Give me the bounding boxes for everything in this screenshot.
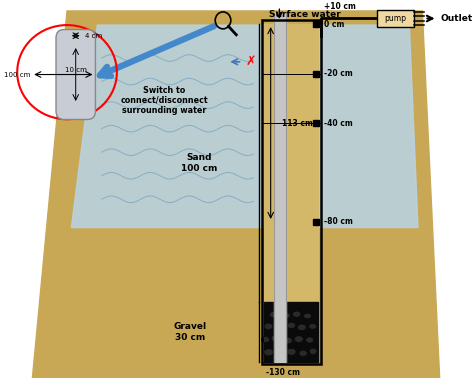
Text: Outlet: Outlet: [440, 14, 473, 23]
Ellipse shape: [306, 337, 314, 343]
Text: -80 cm: -80 cm: [324, 218, 353, 226]
Text: 4 cm: 4 cm: [85, 33, 102, 39]
Text: -130 cm: -130 cm: [266, 368, 301, 377]
Polygon shape: [274, 13, 286, 362]
Ellipse shape: [276, 324, 285, 331]
Text: Switch to
connect/disconnect
surrounding water: Switch to connect/disconnect surrounding…: [121, 86, 209, 115]
Ellipse shape: [271, 335, 281, 342]
Text: 0 cm: 0 cm: [324, 20, 344, 29]
Ellipse shape: [287, 323, 296, 329]
Ellipse shape: [283, 337, 292, 344]
Text: Gravel
30 cm: Gravel 30 cm: [174, 322, 207, 341]
Ellipse shape: [270, 311, 279, 318]
Text: 113 cm: 113 cm: [282, 119, 312, 127]
Text: +10 cm: +10 cm: [324, 2, 356, 11]
Ellipse shape: [294, 336, 303, 342]
Bar: [313, 21, 319, 27]
Text: -40 cm: -40 cm: [324, 119, 353, 127]
Ellipse shape: [275, 351, 283, 357]
Bar: [313, 71, 319, 77]
Text: Sand
100 cm: Sand 100 cm: [181, 153, 218, 173]
FancyBboxPatch shape: [56, 30, 95, 119]
Polygon shape: [72, 25, 418, 227]
Ellipse shape: [264, 349, 273, 356]
Text: Surface water: Surface water: [270, 10, 341, 19]
Polygon shape: [264, 302, 319, 362]
Ellipse shape: [261, 337, 270, 343]
Polygon shape: [32, 11, 440, 378]
Ellipse shape: [299, 350, 307, 356]
Ellipse shape: [282, 313, 290, 319]
Ellipse shape: [264, 323, 273, 330]
Bar: [262, 20, 320, 364]
Ellipse shape: [298, 324, 306, 330]
Text: -20 cm: -20 cm: [324, 69, 353, 78]
Ellipse shape: [309, 348, 317, 354]
Ellipse shape: [304, 313, 311, 319]
Text: 10 cm: 10 cm: [65, 67, 87, 73]
Bar: [377, 9, 414, 27]
Text: pump: pump: [384, 14, 406, 23]
Text: 100 cm: 100 cm: [4, 72, 30, 78]
Bar: [313, 120, 319, 126]
Ellipse shape: [309, 324, 317, 329]
Ellipse shape: [287, 348, 296, 356]
Text: ✗: ✗: [246, 55, 256, 68]
Bar: [313, 219, 319, 225]
Ellipse shape: [292, 311, 301, 317]
Polygon shape: [264, 24, 319, 302]
